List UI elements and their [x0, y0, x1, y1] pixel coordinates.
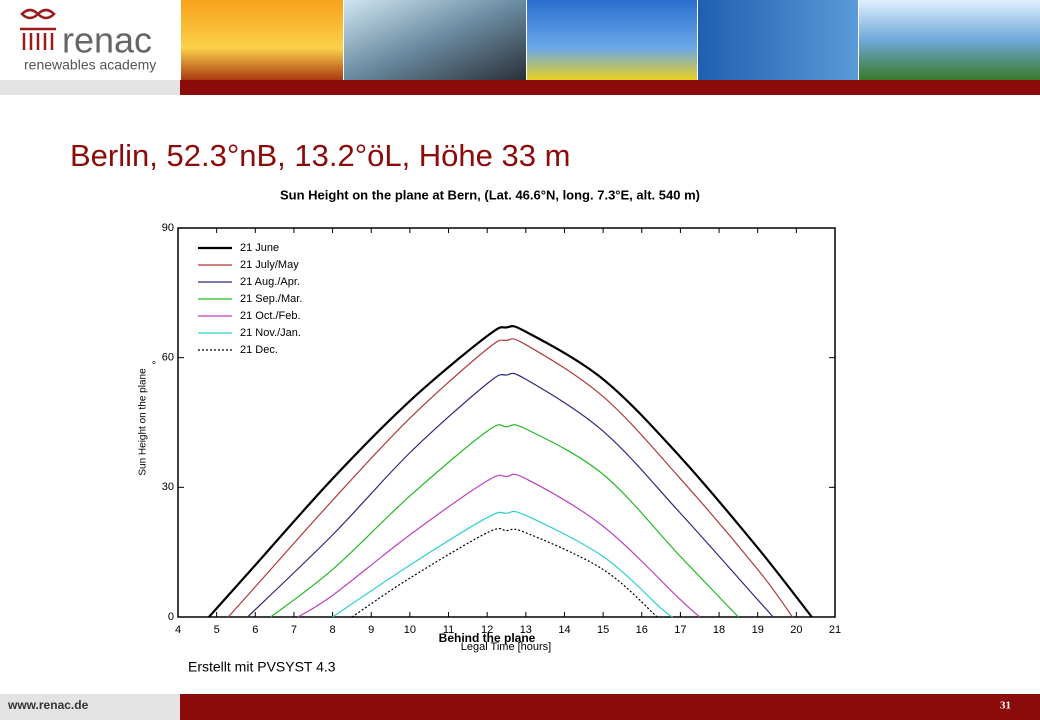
legend-label: 21 Nov./Jan. [240, 327, 301, 339]
slide-title: Berlin, 52.3°nB, 13.2°öL, Höhe 33 m [70, 138, 570, 173]
legend-label: 21 June [240, 242, 279, 254]
x-tick-label: 17 [674, 624, 686, 636]
x-tick-label: 5 [214, 624, 220, 636]
caption: Erstellt mit PVSYST 4.3 [188, 659, 336, 675]
y-tick-label: 90 [162, 222, 174, 234]
x-tick-label: 9 [368, 624, 374, 636]
series-line [227, 338, 793, 618]
x-tick-label: 19 [752, 624, 764, 636]
x-tick-label: 16 [636, 624, 648, 636]
x-tick-label: 18 [713, 624, 725, 636]
x-tick-label: 15 [597, 624, 609, 636]
chart: Sun Height on the plane at Bern, (Lat. 4… [138, 187, 841, 652]
legend-label: 21 Dec. [240, 344, 278, 356]
y-axis-unit: ° [152, 360, 156, 372]
x-tick-label: 20 [790, 624, 802, 636]
series-line [332, 510, 674, 618]
annotation: Behind the plane [439, 631, 536, 645]
x-tick-label: 21 [829, 624, 841, 636]
logo-icon [20, 8, 56, 50]
footer: www.renac.de 31 [0, 694, 1040, 720]
header-band [0, 80, 180, 95]
page-number: 31 [1000, 700, 1011, 712]
x-tick-label: 14 [558, 624, 570, 636]
footer-band [180, 694, 1040, 720]
x-tick-label: 11 [443, 624, 454, 636]
x-tick-label: 13 [520, 624, 532, 636]
plot-frame [177, 227, 836, 618]
y-axis-label: Sun Height on the plane [138, 368, 149, 476]
series-line [208, 324, 813, 618]
x-tick-label: 10 [404, 624, 416, 636]
header-image [527, 0, 697, 80]
series-line [270, 424, 739, 618]
legend-label: 21 July/May [240, 259, 299, 271]
x-tick-label: 8 [330, 624, 336, 636]
header-image [181, 0, 343, 80]
series-line [297, 473, 701, 618]
x-tick-label: 12 [481, 624, 493, 636]
header-image [698, 0, 858, 80]
series-line [247, 372, 774, 618]
y-tick-label: 60 [162, 352, 174, 364]
header: renac renewables academy [0, 0, 1040, 95]
legend-label: 21 Sep./Mar. [240, 293, 302, 305]
header-image [344, 0, 526, 80]
y-tick-label: 0 [168, 611, 174, 623]
logo-subtitle: renewables academy [24, 57, 156, 73]
chart-title: Sun Height on the plane at Bern, (Lat. 4… [280, 187, 700, 202]
legend-label: 21 Oct./Feb. [240, 310, 301, 322]
footer-url: www.renac.de [7, 698, 89, 712]
legend-label: 21 Aug./Apr. [240, 276, 300, 288]
x-tick-label: 7 [291, 624, 297, 636]
x-tick-label: 6 [252, 624, 258, 636]
y-tick-label: 30 [162, 481, 174, 493]
x-axis-label: Legal Time [hours] [461, 641, 552, 653]
logo-name: renac [62, 20, 152, 61]
header-band [180, 80, 1040, 95]
x-tick-label: 4 [175, 624, 181, 636]
footer-band [0, 694, 180, 720]
series-line [351, 527, 658, 618]
header-image [859, 0, 1040, 80]
